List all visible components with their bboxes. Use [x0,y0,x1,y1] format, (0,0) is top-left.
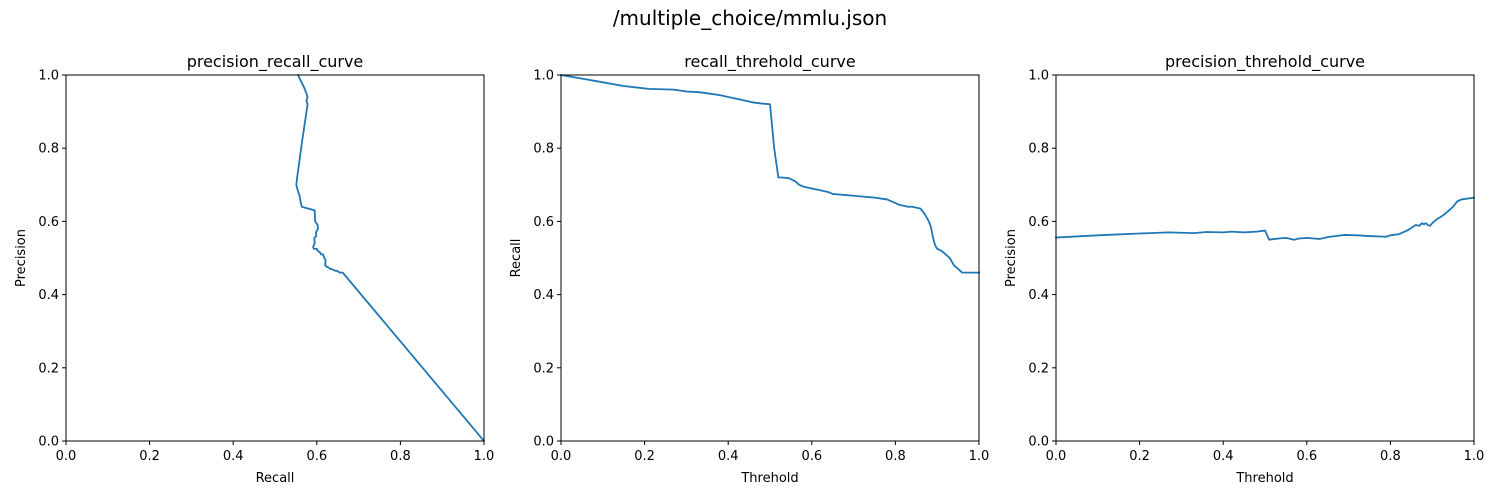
axes-frame [65,74,485,442]
x-tick-label: 0.2 [1129,449,1150,464]
y-tick-label: 0.4 [38,288,59,303]
y-axis-label: Precision [14,229,29,287]
y-tick-label: 0.8 [38,142,59,157]
subplot-title: precision_threhold_curve [1165,52,1365,72]
x-tick-label: 0.6 [306,449,327,464]
y-tick-label: 0.6 [38,215,59,230]
series-line [559,73,980,274]
x-tick-label: 1.0 [474,449,495,464]
subplots: 0.0 0.2 0.4 0.6 0.8 1.0 0.0 0.2 0.4 0.6 0.8 1.0 prec… [14,52,1484,486]
y-axis-label: Recall [509,239,524,278]
x-tick-label: 0.0 [551,449,572,464]
y-tick-label: 0.0 [1028,435,1049,450]
y-tick-label: 0.2 [533,361,554,376]
y-tick-label: 1.0 [533,69,554,84]
x-tick-label: 0.4 [1213,449,1234,464]
y-tick-label: 0.6 [1028,215,1049,230]
x-axis-label: Threhold [1235,471,1293,486]
y-tick-label: 0.6 [533,215,554,230]
x-tick-label: 0.0 [56,449,77,464]
subplot-2: 0.0 0.2 0.4 0.6 0.8 1.0 0.0 0.2 0.4 0.6 0.8 1.0 reca… [509,52,989,486]
x-tick-label: 1.0 [969,449,990,464]
y-tick-label: 0.4 [1028,288,1049,303]
x-tick-label: 0.8 [390,449,411,464]
axes-frame [560,74,980,442]
x-tick-label: 0.0 [1046,449,1067,464]
y-tick-label: 1.0 [38,69,59,84]
y-tick-label: 0.0 [38,435,59,450]
y-tick-label: 0.8 [1028,142,1049,157]
y-tick-label: 0.2 [1028,361,1049,376]
x-axis-label: Threhold [740,471,798,486]
subplot-3: 0.0 0.2 0.4 0.6 0.8 1.0 0.0 0.2 0.4 0.6 0.8 1.0 prec… [1004,52,1484,486]
y-tick-label: 1.0 [1028,69,1049,84]
series-line [1055,196,1476,241]
x-tick-label: 0.6 [1296,449,1317,464]
y-tick-label: 0.0 [533,435,554,450]
x-tick-label: 0.2 [139,449,160,464]
y-tick-label: 0.2 [38,361,59,376]
x-tick-label: 0.2 [634,449,655,464]
figure-title: /multiple_choice/mmlu.json [613,6,887,30]
x-tick-label: 0.8 [885,449,906,464]
x-tick-label: 0.6 [801,449,822,464]
x-tick-label: 1.0 [1464,449,1485,464]
x-axis-label: Recall [256,471,295,486]
axes-frame [1055,74,1475,442]
y-axis-label: Precision [1004,229,1019,287]
x-tick-label: 0.8 [1380,449,1401,464]
series-line [295,73,486,443]
x-tick-label: 0.4 [223,449,244,464]
x-tick-label: 0.4 [718,449,739,464]
y-tick-label: 0.8 [533,142,554,157]
subplot-1: 0.0 0.2 0.4 0.6 0.8 1.0 0.0 0.2 0.4 0.6 0.8 1.0 prec… [14,52,494,486]
y-tick-label: 0.4 [533,288,554,303]
subplot-title: precision_recall_curve [187,52,364,72]
subplot-title: recall_threhold_curve [684,52,855,72]
